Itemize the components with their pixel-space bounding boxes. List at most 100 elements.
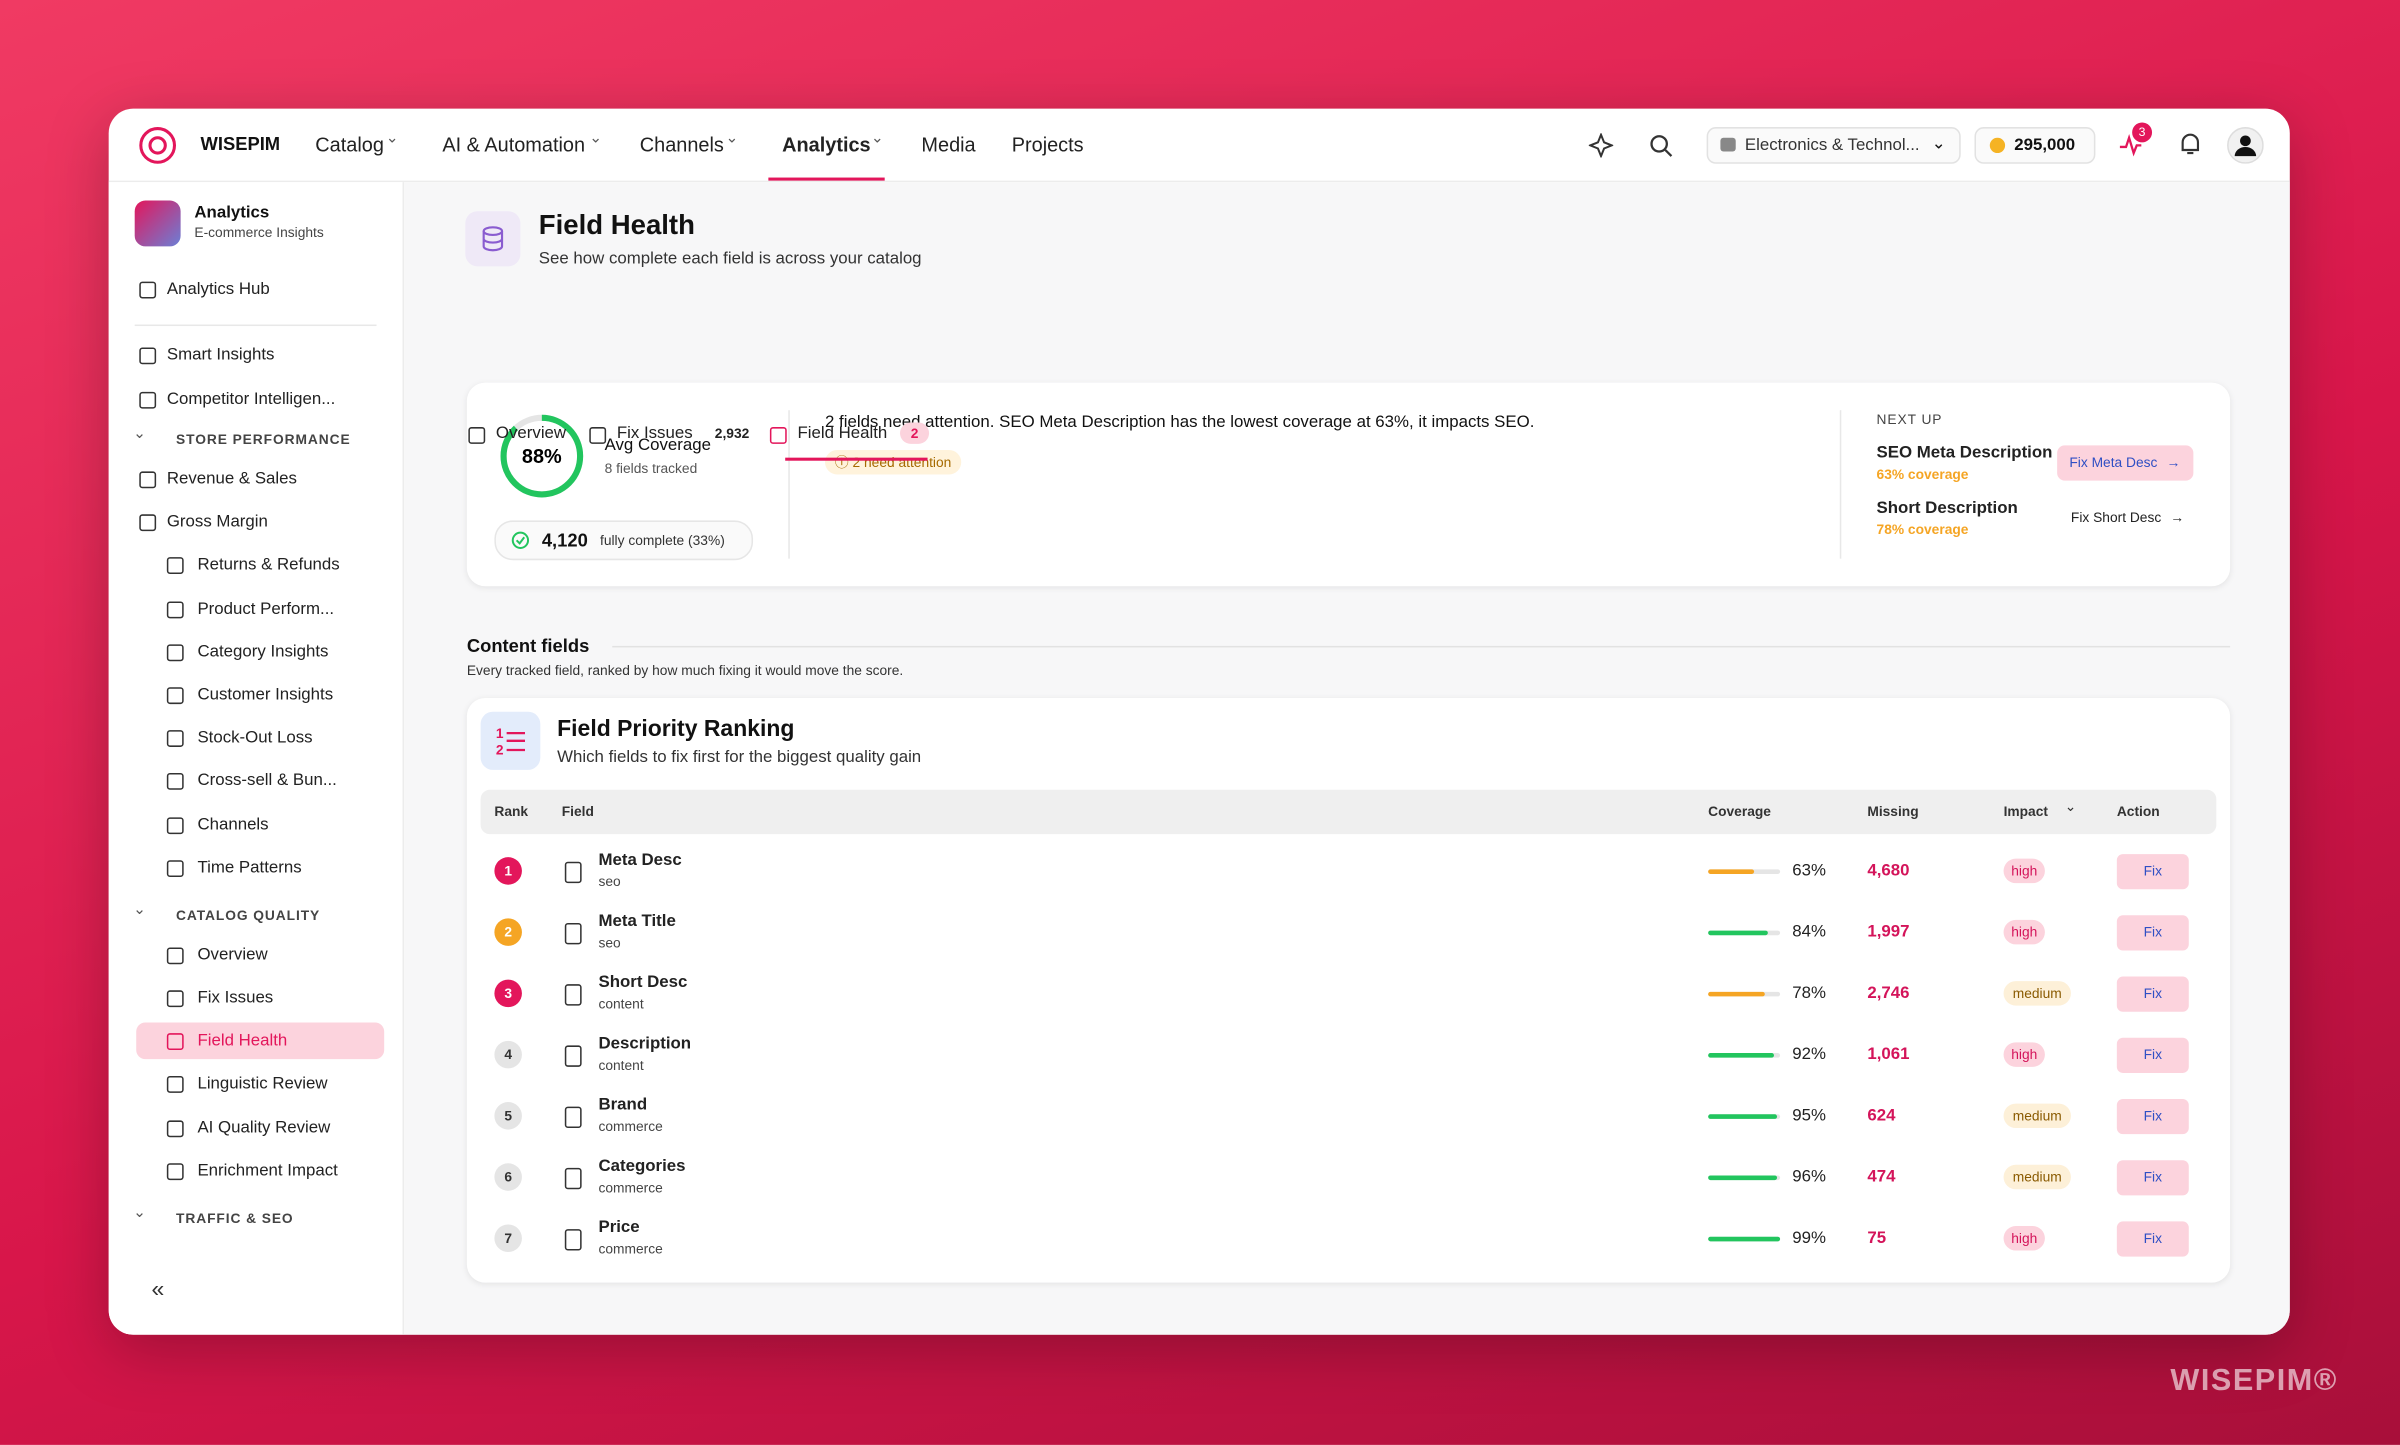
sidebar-item[interactable]: Gross Margin [136, 504, 384, 541]
fix-button[interactable]: Fix [2116, 1221, 2189, 1257]
fix-button[interactable]: Fix [2116, 915, 2189, 951]
summary-card: 88% Avg Coverage 8 fields tracked 4,120 … [466, 382, 2231, 587]
sort-icon: ⌄ [2064, 798, 2077, 815]
section-header: STORE PERFORMANCE [176, 431, 351, 447]
sidebar-item[interactable]: Analytics Hub [136, 271, 384, 308]
item-icon [166, 730, 184, 748]
divider [134, 324, 377, 327]
sidebar-item[interactable]: Stock-Out Loss [136, 720, 384, 757]
item-label: Enrichment Impact [197, 1161, 338, 1180]
page-icon [465, 211, 521, 267]
chevron: ⌄ [1931, 134, 1946, 154]
sidebar-item[interactable]: Returns & Refunds [136, 547, 384, 584]
bell-icon[interactable] [2178, 132, 2202, 158]
sidebar-item[interactable]: Revenue & Sales [136, 461, 384, 498]
complete-label: fully complete (33%) [599, 532, 725, 548]
item-label: Fix Issues [197, 988, 274, 1008]
sidebar-item[interactable]: Fix Issues [136, 980, 384, 1017]
complete-count: 4,120 [541, 529, 588, 552]
sidebar-subtitle: E-commerce Insights [194, 224, 324, 241]
chevron: ⌄ [589, 130, 603, 147]
action-label: Fix Meta Desc [2069, 454, 2158, 470]
sidebar-item[interactable]: Overview [136, 936, 384, 973]
chevron: ⌄ [133, 901, 147, 919]
sidebar: Analytics E-commerce Insights « Analytic… [108, 182, 405, 1335]
coverage-bar [1708, 1175, 1778, 1181]
fix-button[interactable]: Fix [2116, 976, 2189, 1012]
field-group: commerce [598, 1118, 663, 1135]
item-label: Field Health [197, 1031, 288, 1051]
complete-pill: 4,120 fully complete (33%) [494, 520, 754, 561]
item-icon [166, 990, 184, 1008]
section-title: Content fields [466, 635, 590, 657]
tab-icon [589, 427, 607, 444]
item-icon [166, 773, 184, 791]
impact-pill: medium [2003, 1164, 2071, 1190]
nav-item[interactable]: AI & Automation [442, 133, 586, 157]
impact-pill: high [2003, 1226, 2045, 1251]
field-name: Meta Desc [598, 851, 682, 870]
fix-button[interactable]: Fix [2116, 1098, 2189, 1135]
search-icon[interactable] [1648, 133, 1673, 157]
ai-icon[interactable] [1588, 133, 1614, 158]
item-label: Smart Insights [166, 345, 275, 365]
field-icon [564, 1106, 582, 1129]
nav-item[interactable]: Catalog [315, 133, 384, 157]
item-label: Revenue & Sales [166, 469, 297, 489]
sidebar-item[interactable]: Cross-sell & Bun... [136, 763, 384, 800]
sidebar-item[interactable]: Enrichment Impact [136, 1152, 384, 1189]
sidebar-item[interactable]: Customer Insights [136, 677, 384, 714]
store-select[interactable]: Electronics & Technol... ⌄ [1706, 127, 1961, 164]
brand: WISEPIM [200, 133, 281, 155]
field-group: commerce [598, 1180, 663, 1196]
sidebar-item[interactable]: Channels [136, 806, 384, 843]
missing: 2,746 [1867, 984, 1910, 1003]
sidebar-item[interactable]: Time Patterns [136, 849, 384, 886]
next-up-title: NEXT UP [1876, 411, 1943, 428]
column-header[interactable]: Impact [2003, 803, 2048, 819]
credits[interactable]: 295,000 [1974, 127, 2096, 164]
store-name: Electronics & Technol... [1744, 136, 1920, 155]
field-name: Meta Title [598, 912, 676, 931]
page-title: Field Health [538, 209, 695, 241]
field-icon [564, 984, 582, 1006]
nav-item[interactable]: Channels [639, 133, 724, 157]
fix-button[interactable]: Fix [2116, 1037, 2189, 1073]
next-action[interactable]: Fix Short Desc → [2059, 501, 2197, 536]
tab[interactable]: Fix Issues [616, 423, 693, 443]
sidebar-item[interactable]: Smart Insights [136, 337, 384, 374]
field-name: Short Desc [598, 973, 688, 992]
sidebar-item[interactable]: Field Health [136, 1022, 385, 1060]
sidebar-item[interactable]: AI Quality Review [136, 1109, 384, 1146]
avatar[interactable] [2227, 127, 2264, 164]
sidebar-item[interactable]: Category Insights [136, 633, 384, 670]
collapse-button[interactable]: « [151, 1276, 165, 1303]
fix-button[interactable]: Fix [2116, 1160, 2189, 1196]
card-subtitle: Which fields to fix first for the bigges… [557, 748, 922, 767]
item-icon [166, 1076, 184, 1094]
fix-button[interactable]: Fix [2116, 854, 2189, 890]
item-label: AI Quality Review [197, 1118, 331, 1137]
nav-item[interactable]: Media [921, 133, 976, 157]
nav-item[interactable]: Projects [1011, 133, 1084, 157]
tab[interactable]: Field Health [797, 423, 888, 443]
sidebar-item[interactable]: Linguistic Review [136, 1066, 384, 1103]
tab[interactable]: Overview [495, 423, 567, 443]
sidebar-item[interactable]: Competitor Intelligen... [136, 381, 384, 418]
coin [1989, 137, 2006, 154]
rank-badge: 5 [494, 1102, 522, 1130]
impact-pill: medium [2003, 981, 2071, 1006]
chevron: ⌄ [133, 1204, 147, 1222]
divider [1839, 410, 1842, 559]
column-header: Action [2116, 803, 2160, 819]
field-icon [564, 1229, 582, 1251]
item-icon [166, 1162, 184, 1180]
coverage-value: 63% [1792, 861, 1827, 881]
rank-badge: 7 [494, 1224, 522, 1253]
nav-item[interactable]: Analytics [768, 109, 885, 181]
next-action[interactable]: Fix Meta Desc → [2057, 445, 2193, 481]
sidebar-item[interactable]: Product Perform... [136, 590, 384, 627]
activity-icon[interactable] [2118, 133, 2142, 157]
